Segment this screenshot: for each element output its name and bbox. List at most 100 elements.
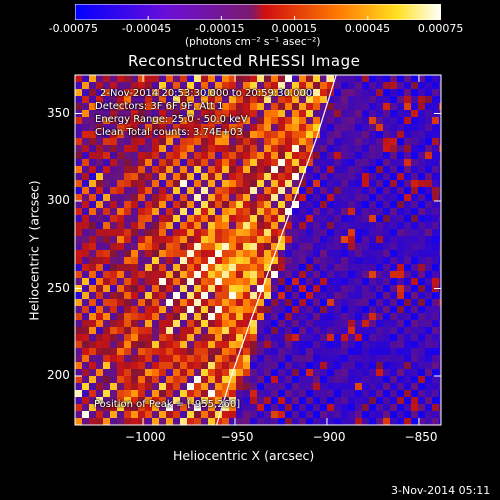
heatmap-cell [138,299,145,306]
heatmap-cell [222,257,229,264]
heatmap-cell [166,89,173,96]
heatmap-cell [145,96,152,103]
heatmap-cell [404,299,411,306]
heatmap-cell [96,89,103,96]
heatmap-cell [425,271,432,278]
heatmap-cell [152,278,159,285]
heatmap-cell [82,376,89,383]
heatmap-cell [383,327,390,334]
heatmap-cell [383,355,390,362]
heatmap-cell [229,236,236,243]
heatmap-cell [285,327,292,334]
heatmap-cell [152,229,159,236]
heatmap-cell [306,75,313,82]
heatmap-cell [208,152,215,159]
heatmap-cell [369,250,376,257]
heatmap-cell [411,362,418,369]
heatmap-cell [89,334,96,341]
heatmap-cell [257,117,264,124]
colorbar-tick-label: -0.00075 [48,22,99,35]
heatmap-cell [313,355,320,362]
heatmap-cell [201,96,208,103]
heatmap-cell [173,166,180,173]
heatmap-cell [299,299,306,306]
heatmap-cell [362,180,369,187]
heatmap-cell [404,418,411,425]
heatmap-cell [299,82,306,89]
heatmap-cell [299,124,306,131]
heatmap-cell [271,110,278,117]
heatmap-cell [159,369,166,376]
heatmap-cell [173,159,180,166]
heatmap-cell [306,278,313,285]
heatmap-cell [110,320,117,327]
heatmap-cell [411,404,418,411]
heatmap-cell [89,110,96,117]
heatmap-cell [425,236,432,243]
heatmap-cell [215,173,222,180]
heatmap-cell [96,313,103,320]
heatmap-cell [439,208,441,215]
heatmap-cell [425,348,432,355]
heatmap-cell [348,215,355,222]
heatmap-cell [187,327,194,334]
heatmap-cell [278,271,285,278]
heatmap-cell [166,404,173,411]
heatmap-cell [264,131,271,138]
heatmap-cell [397,418,404,425]
heatmap-cell [166,306,173,313]
heatmap-cell [355,257,362,264]
heatmap-cell [152,376,159,383]
heatmap-cell [362,89,369,96]
heatmap-cell [159,250,166,257]
heatmap-cell [320,201,327,208]
heatmap-cell [376,383,383,390]
heatmap-cell [145,362,152,369]
heatmap-cell [320,355,327,362]
heatmap-cell [306,299,313,306]
heatmap-cell [215,250,222,257]
heatmap-cell [194,264,201,271]
heatmap-cell [404,264,411,271]
heatmap-cell [390,292,397,299]
heatmap-cell [383,243,390,250]
heatmap-cell [117,96,124,103]
heatmap-cell [341,292,348,299]
heatmap-cell [404,320,411,327]
heatmap-cell [222,292,229,299]
heatmap-cell [397,390,404,397]
heatmap-cell [173,369,180,376]
heatmap-cell [166,334,173,341]
heatmap-cell [194,103,201,110]
heatmap-cell [173,292,180,299]
heatmap-cell [418,383,425,390]
heatmap-cell [96,278,103,285]
heatmap-cell [208,117,215,124]
heatmap-cell [425,138,432,145]
heatmap-cell [152,271,159,278]
heatmap-cell [418,145,425,152]
heatmap-cell [369,117,376,124]
heatmap-cell [285,334,292,341]
heatmap-cell [439,313,441,320]
heatmap-cell [201,159,208,166]
heatmap-cell [404,222,411,229]
heatmap-cell [75,397,82,404]
heatmap-cell [271,215,278,222]
heatmap-cell [327,327,334,334]
heatmap-cell [124,145,131,152]
heatmap-cell [194,159,201,166]
heatmap-cell [285,292,292,299]
heatmap-cell [187,229,194,236]
heatmap-cell [411,320,418,327]
heatmap-cell [75,418,82,425]
heatmap-cell [124,376,131,383]
heatmap-cell [138,418,145,425]
heatmap-cell [418,257,425,264]
heatmap-cell [439,418,441,425]
heatmap-cell [334,362,341,369]
heatmap-cell [285,306,292,313]
heatmap-cell [348,383,355,390]
heatmap-cell [166,341,173,348]
heatmap-cell [390,327,397,334]
